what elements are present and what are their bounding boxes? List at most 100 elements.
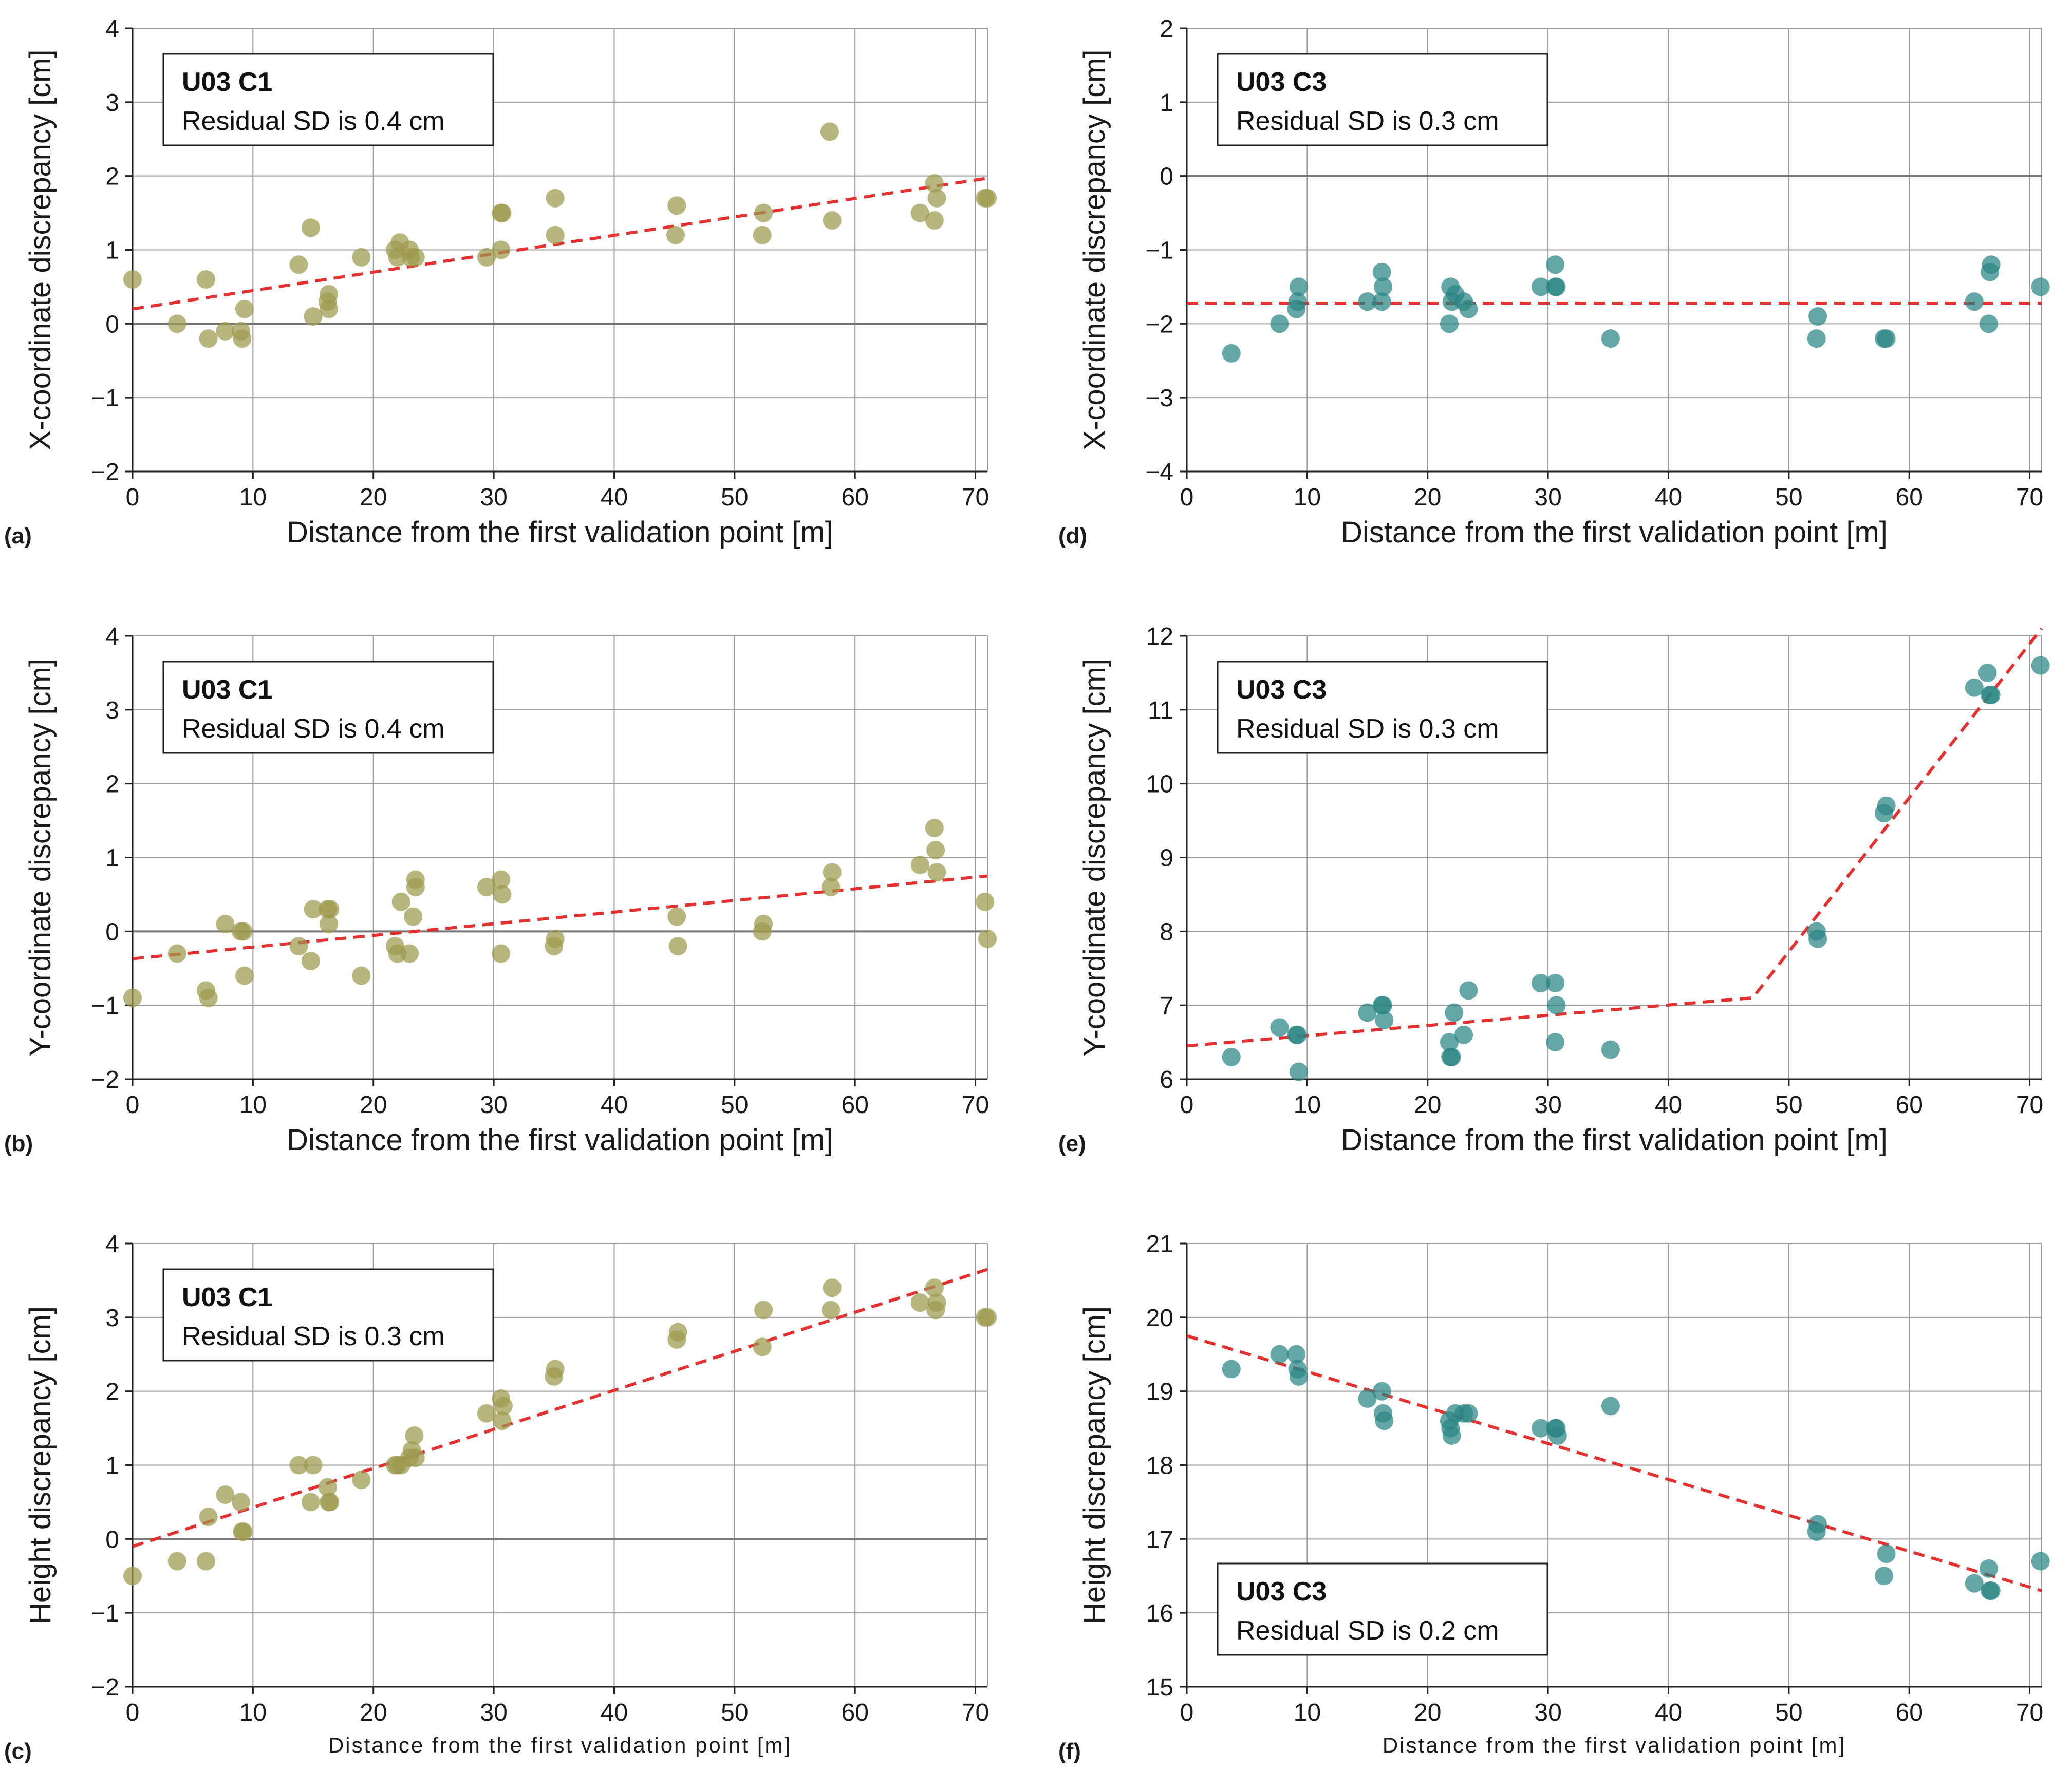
x-tick-label: 50 xyxy=(1775,1699,1802,1726)
data-point xyxy=(391,892,410,911)
panel-letter: (d) xyxy=(1058,523,1087,549)
y-tick-label: 10 xyxy=(1146,771,1173,798)
fit-line xyxy=(1186,1334,2042,1592)
y-tick-label: −1 xyxy=(91,385,119,412)
data-point xyxy=(1601,1397,1620,1416)
x-tick-label: 50 xyxy=(721,1699,748,1726)
data-point xyxy=(925,1278,944,1297)
data-point xyxy=(668,1323,687,1342)
x-tick-label: 60 xyxy=(1896,484,1923,511)
y-tick-label: 18 xyxy=(1146,1453,1173,1480)
data-point xyxy=(477,878,496,897)
x-tick-label: 20 xyxy=(360,1699,387,1726)
y-tick-label: 1 xyxy=(105,845,119,872)
x-tick-label: 60 xyxy=(842,1091,869,1119)
annotation-box xyxy=(1217,661,1548,754)
annotation-residual: Residual SD is 0.3 cm xyxy=(1236,106,1499,136)
y-tick-label: 9 xyxy=(1160,845,1173,872)
data-point xyxy=(1372,1382,1391,1401)
data-point xyxy=(668,937,687,956)
data-point xyxy=(667,196,686,215)
y-axis-label: Height discrepancy [cm] xyxy=(1078,1306,1111,1624)
annotation-box xyxy=(1217,53,1548,146)
y-tick-label: −3 xyxy=(1145,385,1173,412)
data-point xyxy=(199,988,218,1007)
data-point xyxy=(1965,292,1984,311)
data-point xyxy=(1808,1515,1827,1534)
data-point xyxy=(494,1397,513,1416)
x-tick-label: 70 xyxy=(962,1091,989,1119)
y-tick-label: 21 xyxy=(1146,1231,1173,1258)
y-axis-label: Y-coordinate discrepancy [cm] xyxy=(1078,658,1111,1057)
data-point xyxy=(1358,1389,1377,1408)
data-point xyxy=(753,922,772,941)
y-tick-label: 7 xyxy=(1160,992,1173,1020)
panel-letter: (e) xyxy=(1058,1131,1086,1156)
data-point xyxy=(910,855,929,874)
x-tick-label: 0 xyxy=(126,1699,140,1726)
x-tick-label: 0 xyxy=(126,1091,140,1119)
annotation-box xyxy=(162,1268,494,1362)
y-tick-label: 0 xyxy=(105,1526,119,1553)
y-tick-label: 8 xyxy=(1160,918,1173,946)
data-point xyxy=(167,314,186,333)
y-tick-label: 0 xyxy=(105,311,119,338)
y-tick-label: 12 xyxy=(1146,623,1173,650)
data-point xyxy=(321,900,340,919)
x-tick-label: 30 xyxy=(480,1091,507,1119)
data-point xyxy=(406,248,425,267)
data-point xyxy=(1374,996,1393,1015)
data-point xyxy=(199,329,218,348)
data-point xyxy=(1807,329,1826,348)
x-axis-label: Distance from the first validation point… xyxy=(1341,1123,1888,1157)
data-point xyxy=(304,1456,323,1475)
data-point xyxy=(1442,1426,1461,1445)
data-point xyxy=(1372,262,1391,281)
data-point xyxy=(1979,314,1998,333)
x-axis-label: Distance from the first validation point… xyxy=(287,516,833,549)
data-point xyxy=(167,1552,186,1571)
data-point xyxy=(352,1471,371,1490)
data-point xyxy=(820,122,839,141)
data-point xyxy=(304,307,323,326)
y-tick-label: 2 xyxy=(105,163,119,191)
data-point xyxy=(1270,314,1289,333)
data-point xyxy=(753,1337,772,1356)
data-point xyxy=(1440,1033,1459,1052)
data-point xyxy=(1547,277,1566,296)
data-point xyxy=(167,944,186,963)
x-tick-label: 50 xyxy=(1775,1091,1802,1119)
x-tick-label: 40 xyxy=(601,1091,628,1119)
x-tick-label: 20 xyxy=(1414,1091,1441,1119)
x-tick-label: 0 xyxy=(1180,1699,1194,1726)
data-point xyxy=(978,1308,997,1327)
data-point xyxy=(546,1360,565,1379)
data-point xyxy=(318,1478,337,1497)
x-axis-label: Distance from the first validation point… xyxy=(328,1733,792,1757)
data-point xyxy=(406,870,425,889)
data-point xyxy=(1375,1010,1394,1029)
data-point xyxy=(196,270,215,289)
data-point xyxy=(493,885,512,904)
chart-panel-a: 0 10 20 30 40 50 60 70 −2 −1 0 1 2 3 4 U03 C1 Residual S… xyxy=(4,15,997,549)
data-point xyxy=(1459,1404,1478,1423)
data-point xyxy=(1222,344,1241,363)
data-point xyxy=(1442,1047,1461,1066)
y-tick-label: −2 xyxy=(91,459,119,486)
data-point xyxy=(2031,1552,2050,1571)
data-point xyxy=(1808,307,1827,326)
data-point xyxy=(1288,1025,1307,1044)
data-point xyxy=(196,1552,215,1571)
x-tick-label: 60 xyxy=(842,1699,869,1726)
data-point xyxy=(1965,1574,1984,1593)
data-point xyxy=(1808,929,1827,948)
data-point xyxy=(289,255,308,274)
data-point xyxy=(1532,1419,1551,1438)
y-tick-label: 1 xyxy=(105,1453,119,1480)
data-point xyxy=(492,870,511,889)
y-tick-label: 11 xyxy=(1148,697,1173,724)
data-point xyxy=(2031,656,2050,675)
annotation-title: U03 C1 xyxy=(182,675,272,705)
data-point xyxy=(289,1456,308,1475)
data-point xyxy=(910,1293,929,1312)
